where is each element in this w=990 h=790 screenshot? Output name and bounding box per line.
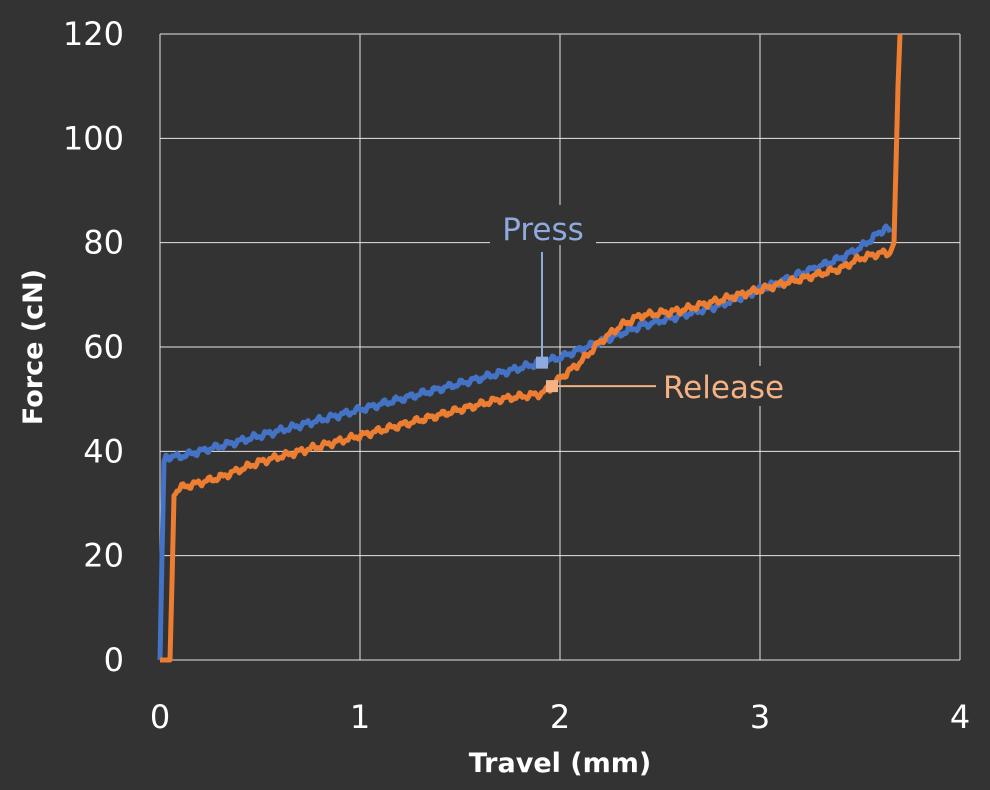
x-axis-title: Travel (mm) bbox=[469, 748, 652, 779]
x-tick-label: 2 bbox=[550, 698, 570, 736]
series-line-release bbox=[159, 33, 903, 663]
y-tick-label: 60 bbox=[83, 328, 124, 366]
release-label-bg bbox=[658, 366, 790, 406]
x-tick-label: 4 bbox=[950, 698, 970, 736]
y-tick-label: 100 bbox=[63, 119, 124, 157]
x-tick-label: 3 bbox=[750, 698, 770, 736]
press-annotation: Press bbox=[502, 212, 584, 248]
series-line-press bbox=[157, 223, 893, 661]
x-tick-label: 1 bbox=[350, 698, 370, 736]
y-tick-label: 80 bbox=[83, 224, 124, 262]
y-axis-title: Force (cN) bbox=[18, 269, 49, 425]
y-tick-label: 120 bbox=[63, 15, 124, 53]
y-tick-label: 20 bbox=[83, 537, 124, 575]
tick-labels: 0 20 40 60 80 100 120 0 1 2 3 4 bbox=[63, 15, 970, 736]
series-layer bbox=[157, 33, 903, 663]
press-marker bbox=[536, 356, 548, 369]
y-tick-label: 0 bbox=[104, 641, 124, 679]
release-marker bbox=[546, 380, 558, 393]
press-label-bg bbox=[490, 205, 596, 245]
x-tick-label: 0 bbox=[150, 698, 170, 736]
y-tick-label: 40 bbox=[83, 432, 124, 470]
annotation-layer: Press Release bbox=[490, 205, 790, 406]
release-annotation: Release bbox=[663, 370, 784, 406]
